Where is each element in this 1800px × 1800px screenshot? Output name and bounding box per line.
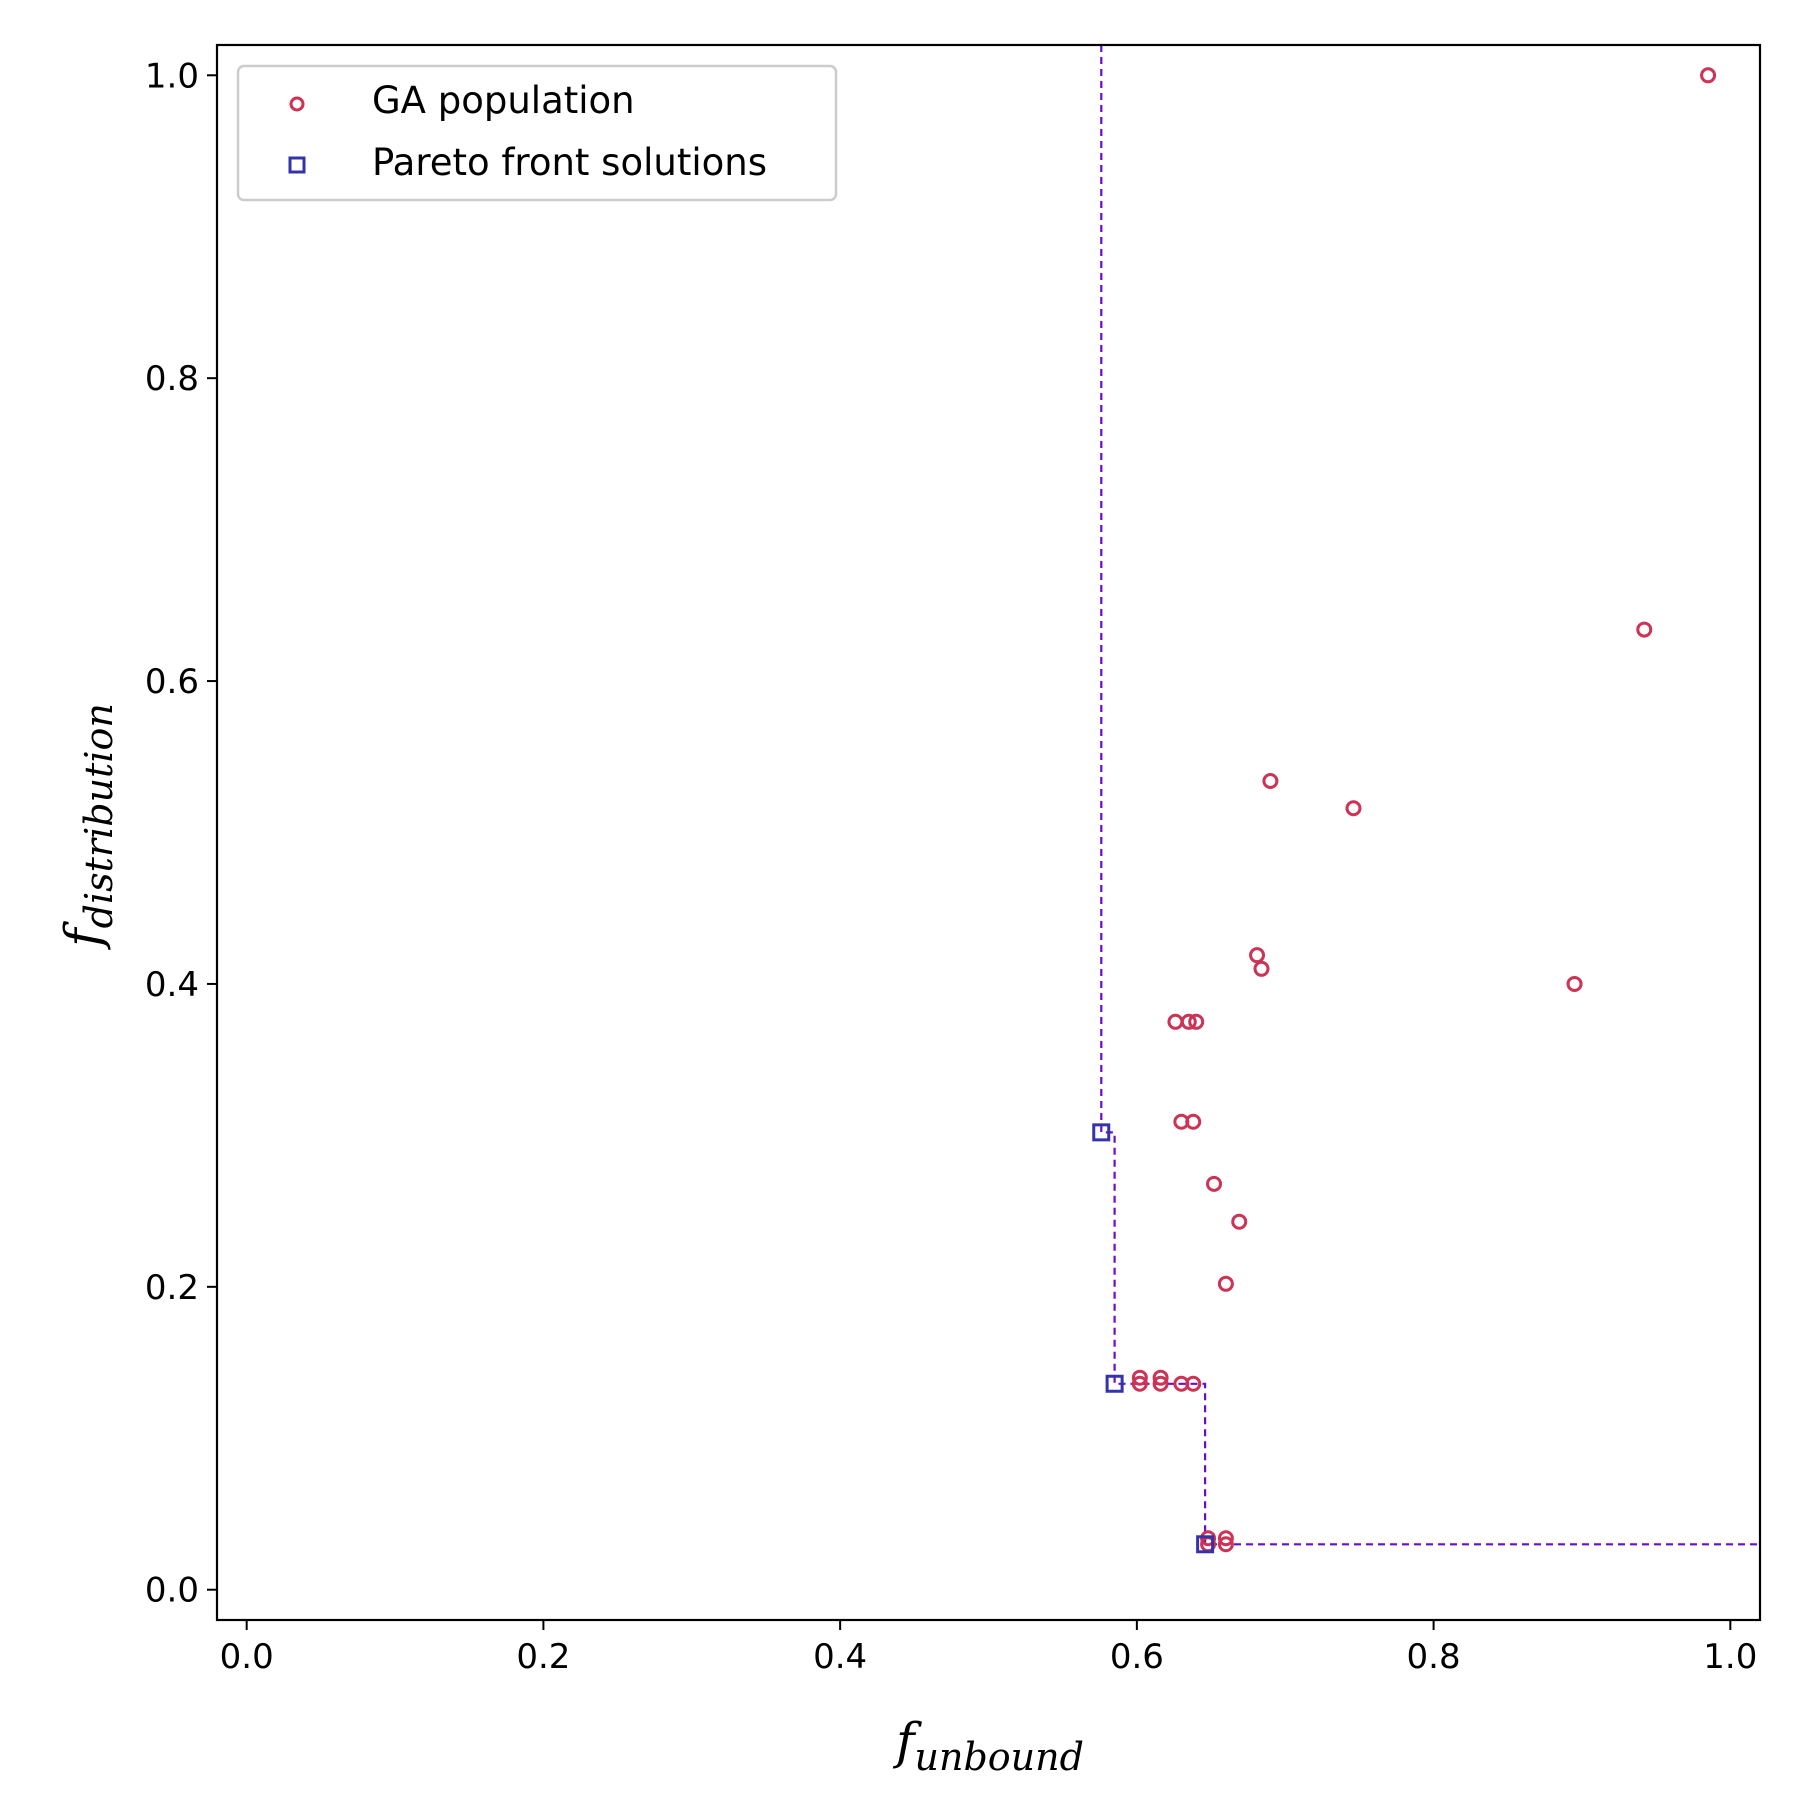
y-axis-label-sub: distribution	[77, 703, 121, 928]
ga-population-point	[1131, 1369, 1148, 1386]
legend-ga-population-marker	[289, 96, 305, 112]
x-tick-label: 0.2	[516, 1637, 570, 1677]
plot-layer	[1092, 45, 1760, 1554]
ga-population-point	[1217, 1530, 1234, 1547]
y-tick-label: 0.8	[145, 359, 199, 399]
y-tick-label: 0.4	[145, 965, 199, 1005]
y-tick-label: 0.0	[145, 1571, 199, 1611]
ga-population-point	[1152, 1375, 1169, 1392]
legend-frame	[236, 64, 838, 202]
legend: GA population Pareto front solutions	[236, 64, 838, 202]
x-tick-label: 0.0	[220, 1637, 274, 1677]
legend-ga-population-label: GA population	[372, 79, 635, 122]
ga-population-point	[1217, 1536, 1234, 1553]
y-tick-label: 0.2	[145, 1268, 199, 1308]
ga-population-point	[1180, 1013, 1197, 1030]
y-tick-label: 0.6	[145, 662, 199, 702]
x-tick-label: 1.0	[1703, 1637, 1757, 1677]
pareto-front-point	[1105, 1374, 1124, 1393]
ga-population-point	[1131, 1375, 1148, 1392]
x-tick-label: 0.4	[813, 1637, 867, 1677]
ga-population-point	[1566, 975, 1583, 992]
ga-population-point	[1188, 1013, 1205, 1030]
ga-population-point	[1217, 1275, 1234, 1292]
ga-population-point	[1249, 947, 1266, 964]
ga-population-point	[1206, 1175, 1223, 1192]
axes-layer: 0.0 0.2 0.4 0.6 0.8 1.0 0.0 0.2 0.4 0.6 0.8 1.0	[145, 43, 1762, 1677]
ga-population-point	[1636, 621, 1653, 638]
y-tick-label: 1.0	[145, 56, 199, 96]
axes-frame	[215, 43, 1762, 1622]
ga-population-point	[1253, 960, 1270, 977]
ga-population-point	[1231, 1213, 1248, 1230]
ga-population-point	[1185, 1375, 1202, 1392]
x-tick-label: 0.6	[1110, 1637, 1164, 1677]
x-tick-label: 0.8	[1407, 1637, 1461, 1677]
legend-pareto-front-marker	[288, 156, 306, 174]
ga-population-point	[1700, 67, 1717, 84]
ga-population-point	[1262, 773, 1279, 790]
pareto-front-point	[1196, 1535, 1215, 1554]
ga-population-point	[1152, 1369, 1169, 1386]
y-axis-label: fdistribution	[54, 703, 121, 951]
legend-pareto-front-label: Pareto front solutions	[372, 141, 767, 184]
ga-population-point	[1345, 800, 1362, 817]
pareto-front-point	[1092, 1123, 1111, 1142]
ga-population-point	[1185, 1113, 1202, 1130]
plot-contents	[1092, 45, 1760, 1554]
x-axis-label-sub: unbound	[915, 1735, 1084, 1779]
